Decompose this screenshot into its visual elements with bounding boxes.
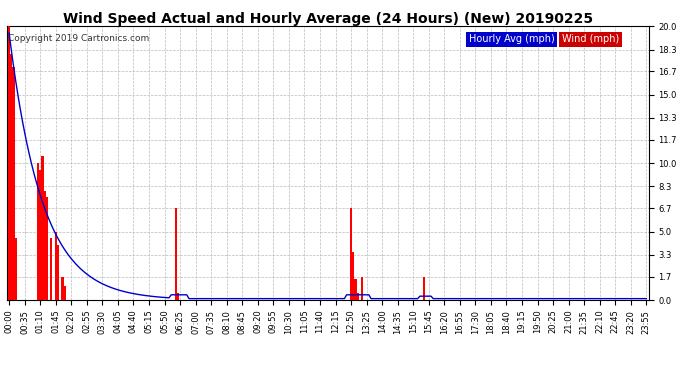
Bar [46, 197, 48, 300]
Bar [50, 238, 52, 300]
Bar [61, 277, 63, 300]
Bar [37, 163, 39, 300]
Bar [10, 54, 12, 300]
Bar [423, 277, 426, 300]
Bar [177, 293, 179, 300]
Text: Hourly Avg (mph): Hourly Avg (mph) [469, 34, 555, 45]
Title: Wind Speed Actual and Hourly Average (24 Hours) (New) 20190225: Wind Speed Actual and Hourly Average (24… [63, 12, 593, 26]
Bar [12, 68, 14, 300]
Bar [361, 277, 363, 300]
Bar [357, 293, 359, 300]
Bar [355, 279, 357, 300]
Text: Copyright 2019 Cartronics.com: Copyright 2019 Cartronics.com [8, 34, 150, 44]
Bar [175, 208, 177, 300]
Bar [352, 252, 355, 300]
Bar [39, 170, 41, 300]
Bar [41, 156, 43, 300]
Bar [63, 286, 66, 300]
Text: Wind (mph): Wind (mph) [562, 34, 619, 45]
Bar [350, 208, 352, 300]
Bar [8, 26, 10, 300]
Bar [14, 238, 17, 300]
Bar [55, 231, 57, 300]
Bar [57, 245, 59, 300]
Bar [43, 190, 46, 300]
